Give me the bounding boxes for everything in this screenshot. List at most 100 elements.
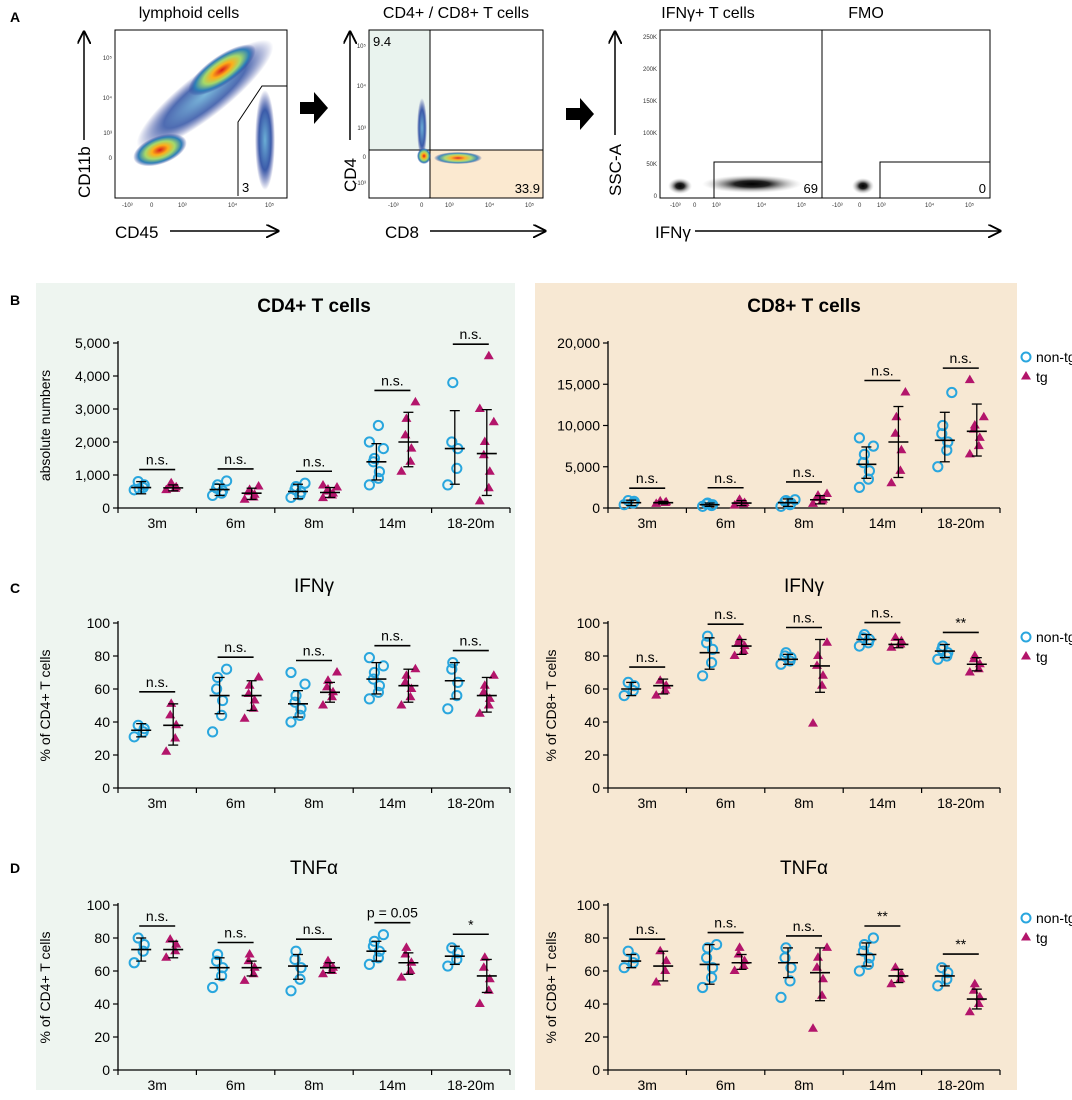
data-point-tg (886, 978, 897, 988)
scatter-charts: CD4+ T cells 0 1,000 2,000 3,000 4,000 5,000 3m… (37, 296, 1001, 1093)
data-point-tg (900, 387, 911, 396)
y-tick-label: 80 (94, 930, 110, 946)
panel-letter-d: D (10, 860, 20, 876)
y-tick-label: 0 (102, 780, 110, 796)
data-point-non-tg (299, 477, 311, 489)
data-point-tg (483, 350, 494, 360)
data-point-tg (239, 975, 250, 984)
significance-label: n.s. (460, 633, 483, 649)
x-category-label: 3m (147, 795, 166, 811)
significance-label: n.s. (381, 372, 404, 388)
y-axis-label: % of CD8+ T cells (543, 650, 559, 762)
x-category-label: 8m (304, 795, 323, 811)
data-point-tg (822, 637, 832, 646)
data-point-non-tg (446, 942, 458, 954)
data-point-non-tg (372, 952, 384, 964)
svg-text:200K: 200K (643, 67, 657, 73)
y-tick-label: 20 (94, 1029, 110, 1045)
y-tick-label: 20,000 (557, 335, 600, 351)
y-tick-label: 0 (592, 780, 600, 796)
flow-panel-a: lymphoid cells 3 -10³ 0 10³ 10⁴ 10⁵ 10⁵ … (75, 5, 1000, 242)
y-tick-label: 20 (584, 747, 600, 763)
data-point-non-tg (628, 952, 640, 964)
data-point-non-tg (442, 479, 454, 491)
data-point-tg (332, 482, 342, 491)
legend-c: non-tg tg (1020, 629, 1072, 665)
data-point-non-tg (368, 452, 380, 465)
svg-text:100K: 100K (643, 131, 657, 137)
data-point-tg (488, 670, 499, 679)
fmo-gate (879, 161, 991, 199)
y-tick-label: 80 (584, 648, 600, 664)
svg-text:0: 0 (420, 203, 424, 209)
data-point-non-tg (702, 630, 714, 642)
data-point-tg (474, 998, 485, 1007)
significance-label: n.s. (793, 610, 816, 626)
y-tick-label: 100 (577, 615, 601, 631)
data-point-non-tg (932, 461, 944, 473)
y-tick-label: 60 (584, 963, 600, 979)
y-tick-label: 40 (584, 714, 600, 730)
svg-text:10³: 10³ (103, 131, 112, 137)
significance-label: n.s. (381, 628, 404, 644)
data-point-non-tg (941, 973, 953, 985)
svg-text:10⁴: 10⁴ (485, 202, 495, 209)
y-tick-label: 60 (94, 963, 110, 979)
chart-c-cd8: IFNγ 0 20 40 60 80 100 3m 6m 8m 14m 18-20m % of CD8+… (543, 576, 1001, 811)
y-tick-label: 100 (87, 897, 111, 913)
data-point-non-tg (373, 466, 385, 478)
svg-text:250K: 250K (643, 35, 657, 41)
significance-label: n.s. (714, 470, 737, 486)
cd4cd8-density (417, 98, 482, 164)
data-point-tg (488, 416, 499, 426)
data-point-non-tg (372, 686, 384, 698)
legend-b: non-tg tg (1020, 349, 1072, 385)
y-axis-label: absolute numbers (37, 370, 53, 481)
x-category-label: 18-20m (447, 515, 494, 531)
data-point-non-tg (290, 945, 302, 957)
data-point-non-tg (937, 419, 949, 432)
chart-title: CD4+ T cells (257, 296, 371, 317)
x-category-label: 8m (794, 795, 813, 811)
x-category-label: 8m (794, 1077, 813, 1093)
x-category-label: 6m (226, 795, 245, 811)
data-point-non-tg (216, 709, 228, 722)
y-tick-label: 0 (102, 1062, 110, 1078)
data-point-tg (166, 477, 177, 487)
cd8-background-panel (535, 283, 1017, 1090)
data-point-tg (964, 1006, 975, 1016)
svg-text:0: 0 (150, 203, 154, 209)
significance-label: n.s. (303, 921, 326, 937)
data-point-non-tg (212, 948, 224, 961)
data-point-tg (253, 671, 264, 681)
significance-label: n.s. (714, 915, 737, 931)
significance-label: ** (955, 936, 966, 952)
x-category-label: 3m (147, 515, 166, 531)
svg-text:10⁵: 10⁵ (357, 43, 367, 50)
data-point-non-tg (363, 958, 375, 971)
data-point-tg (808, 498, 818, 507)
legend-non-tg-marker (1020, 912, 1032, 924)
data-point-tg (253, 481, 264, 490)
data-point-tg (890, 962, 901, 971)
y-tick-label: 60 (94, 681, 110, 697)
y-tick-label: 40 (584, 996, 600, 1012)
data-point-tg (969, 978, 980, 988)
cd4cd8-xlabel: CD8 (385, 223, 419, 242)
data-point-tg (323, 955, 333, 965)
x-category-label: 8m (304, 1077, 323, 1093)
data-point-non-tg (363, 693, 375, 705)
svg-text:10³: 10³ (445, 203, 454, 209)
y-tick-label: 0 (592, 1062, 600, 1078)
data-point-non-tg (363, 436, 375, 448)
significance-label: * (468, 916, 474, 932)
panel-letter-a: A (10, 9, 20, 25)
x-category-label: 14m (379, 515, 406, 531)
significance-label: p = 0.05 (367, 905, 418, 921)
data-point-tg (964, 374, 975, 384)
data-point-non-tg (707, 962, 719, 974)
data-point-non-tg (372, 472, 384, 484)
cd4-gate (368, 29, 431, 151)
svg-text:10³: 10³ (357, 126, 366, 132)
svg-text:10⁵: 10⁵ (103, 55, 113, 62)
